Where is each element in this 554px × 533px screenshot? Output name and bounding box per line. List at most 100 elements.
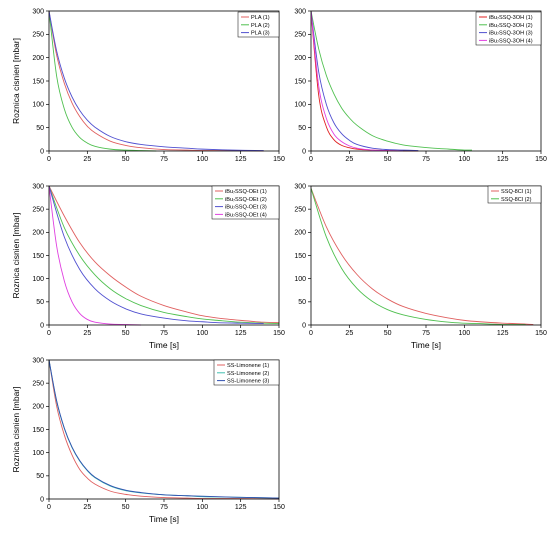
y-tick-label: 0 (40, 496, 44, 503)
y-tick-label: 50 (36, 125, 44, 132)
x-axis-title: Time [s] (149, 514, 179, 524)
x-tick-label: 50 (384, 330, 392, 337)
x-tick-label: 100 (196, 156, 208, 163)
x-tick-label: 75 (160, 504, 168, 511)
legend-label: SSQ-8Cl (1) (501, 189, 532, 195)
x-tick-label: 125 (235, 330, 247, 337)
series-group (49, 359, 279, 500)
x-tick-label: 150 (273, 504, 285, 511)
x-tick-label: 0 (309, 156, 313, 163)
y-tick-label: 100 (294, 102, 306, 109)
y-tick-label: 0 (40, 148, 44, 155)
y-tick-label: 300 (32, 183, 44, 190)
x-tick-label: 100 (458, 156, 470, 163)
x-tick-label: 150 (273, 156, 285, 163)
legend-label: PLA (2) (251, 23, 270, 29)
x-tick-label: 25 (83, 330, 91, 337)
x-tick-label: 0 (47, 156, 51, 163)
y-tick-label: 250 (32, 207, 44, 214)
series-group (311, 10, 473, 152)
y-tick-label: 100 (32, 102, 44, 109)
legend: SSQ-8Cl (1) SSQ-8Cl (2) (487, 185, 542, 204)
y-tick-label: 50 (36, 299, 44, 306)
series-line-4 (311, 10, 404, 152)
x-tick-label: 75 (160, 156, 168, 163)
x-tick-label: 25 (345, 156, 353, 163)
x-tick-label: 0 (309, 330, 313, 337)
x-tick-label: 0 (47, 330, 51, 337)
x-tick-label: 100 (196, 330, 208, 337)
y-tick-label: 200 (32, 230, 44, 237)
series-group (49, 185, 279, 326)
y-tick-label: 200 (294, 230, 306, 237)
y-tick-label: 150 (294, 78, 306, 85)
x-tick-label: 75 (422, 156, 430, 163)
y-tick-label: 50 (298, 299, 306, 306)
x-axis-title: Time [s] (411, 340, 441, 350)
x-tick-label: 50 (122, 156, 130, 163)
y-tick-label: 0 (40, 322, 44, 329)
series-line-1 (49, 185, 279, 324)
legend-label: SS-Limonene (3) (227, 379, 269, 385)
y-tick-label: 0 (302, 322, 306, 329)
series-line-4 (49, 185, 142, 326)
y-tick-label: 300 (294, 8, 306, 15)
series-line-1 (49, 10, 264, 152)
legend-label: PLA (1) (251, 15, 270, 21)
series-line-1 (311, 188, 534, 325)
x-tick-label: 100 (458, 330, 470, 337)
x-tick-label: 100 (196, 504, 208, 511)
x-tick-label: 50 (384, 156, 392, 163)
x-tick-label: 150 (535, 156, 547, 163)
y-tick-label: 150 (294, 253, 306, 260)
y-tick-label: 300 (294, 183, 306, 190)
y-tick-label: 250 (32, 32, 44, 39)
x-tick-label: 125 (235, 504, 247, 511)
legend-label: iBu₇SSQ-3OH (1) (489, 15, 533, 21)
x-tick-label: 75 (422, 330, 430, 337)
legend-label: SS-Limonene (2) (227, 371, 269, 377)
legend-label: iBu₇SSQ-3OH (4) (489, 38, 533, 44)
legend-label: iBu₇SSQ-OEt (3) (225, 205, 267, 211)
chart-panel-3: 0 25 50 75 100 125 150 0 50 100 150 200 250 300 Time [… (11, 183, 285, 350)
x-tick-label: 125 (497, 330, 509, 337)
legend-label: iBu₇SSQ-OEt (1) (225, 189, 267, 195)
series-group (49, 10, 264, 152)
series-line-1 (49, 359, 279, 500)
series-group (311, 188, 534, 326)
y-tick-label: 100 (32, 450, 44, 457)
legend-label: iBu₇SSQ-OEt (4) (225, 212, 267, 218)
legend-box (211, 185, 280, 220)
x-tick-label: 150 (273, 330, 285, 337)
legend: SS-Limonene (1) SS-Limonene (2) SS-Limonen… (213, 359, 280, 386)
y-tick-label: 200 (32, 404, 44, 411)
x-tick-label: 0 (47, 504, 51, 511)
series-line-3 (49, 359, 279, 499)
y-tick-label: 300 (32, 357, 44, 364)
x-tick-label: 75 (160, 330, 168, 337)
x-tick-label: 25 (345, 330, 353, 337)
chart-panel-2: 0 25 50 75 100 125 150 0 50 100 150 200 250 300 iBu₇SS… (294, 8, 547, 163)
legend: iBu₇SSQ-3OH (1) iBu₇SSQ-3OH (2) iBu₇SSQ-3O… (475, 11, 542, 46)
legend-box (487, 185, 542, 204)
series-line-1 (311, 10, 419, 152)
x-axis-title: Time [s] (149, 340, 179, 350)
y-tick-label: 150 (32, 78, 44, 85)
legend-label: SSQ-8Cl (2) (501, 197, 532, 203)
series-line-2 (311, 10, 473, 151)
y-tick-label: 50 (298, 125, 306, 132)
y-axis-title: Roznica cisnien [mbar] (11, 387, 21, 473)
legend-label: iBu₇SSQ-3OH (3) (489, 31, 533, 37)
chart-panel-1: 0 25 50 75 100 125 150 0 50 100 150 200 250 300 Roznic… (11, 8, 285, 163)
x-tick-label: 25 (83, 156, 91, 163)
series-line-2 (49, 185, 279, 325)
series-line-3 (49, 185, 264, 325)
legend-label: iBu₇SSQ-3OH (2) (489, 23, 533, 29)
x-tick-label: 50 (122, 504, 130, 511)
y-tick-label: 200 (294, 55, 306, 62)
y-tick-label: 300 (32, 8, 44, 15)
legend-label: PLA (3) (251, 31, 270, 37)
y-tick-label: 0 (302, 148, 306, 155)
series-line-2 (49, 10, 157, 152)
